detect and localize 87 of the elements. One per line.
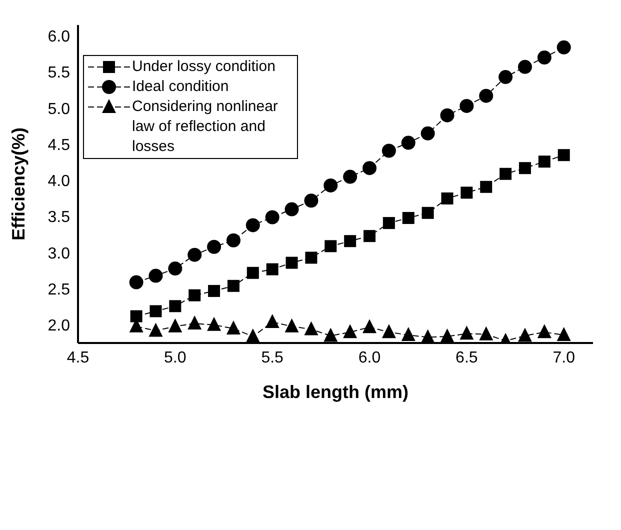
point [148, 322, 163, 337]
legend-label: Considering nonlinear law of reflection and losses [132, 97, 279, 157]
point [362, 161, 377, 176]
x-axis-title: Slab length (mm) [262, 382, 409, 402]
point [537, 50, 552, 65]
point [246, 218, 260, 232]
x-tick-label: 7.0 [552, 349, 576, 366]
point [169, 300, 182, 312]
point [382, 144, 396, 158]
point [304, 194, 318, 208]
point [480, 180, 492, 193]
point [324, 178, 338, 192]
point [401, 136, 416, 150]
point [500, 168, 512, 180]
point [556, 40, 571, 54]
point [265, 210, 280, 224]
y-tick-label: 4.0 [48, 173, 70, 190]
point [382, 324, 396, 338]
point [130, 310, 142, 322]
point [246, 266, 259, 279]
point [558, 149, 570, 162]
x-tick-label: 6.0 [358, 349, 381, 366]
point [188, 248, 202, 262]
x-tick-label: 5.0 [164, 349, 186, 366]
point [148, 268, 163, 283]
point [168, 262, 182, 276]
x-tick-label: 5.5 [261, 349, 284, 366]
point [324, 240, 337, 252]
point [538, 156, 550, 168]
legend-label: Ideal condition [132, 77, 229, 97]
point [440, 328, 454, 342]
y-tick-label: 2.5 [48, 281, 70, 298]
point [479, 88, 494, 103]
point [266, 263, 278, 276]
point [420, 126, 435, 140]
point [208, 284, 220, 297]
point [362, 319, 377, 334]
point [422, 206, 434, 219]
y-tick-label: 6.0 [48, 28, 70, 46]
point [460, 98, 474, 113]
legend-label: Under lossy condition [132, 57, 276, 77]
point [227, 280, 240, 292]
y-tick-label: 2.0 [48, 318, 70, 335]
point [518, 60, 532, 74]
point [364, 230, 376, 242]
point [304, 321, 318, 336]
y-tick-label: 3.0 [48, 245, 70, 262]
y-tick-label: 4.5 [48, 136, 70, 154]
point [207, 316, 222, 331]
point [498, 70, 513, 84]
point [207, 240, 222, 254]
point [518, 328, 532, 342]
point [441, 192, 454, 204]
point [168, 318, 182, 332]
point [420, 329, 435, 343]
point [343, 324, 358, 338]
point [226, 233, 240, 248]
point [460, 326, 474, 340]
point [150, 305, 162, 318]
point [284, 202, 299, 216]
point [188, 289, 201, 302]
x-tick-label: 6.5 [456, 349, 478, 366]
point [305, 252, 318, 264]
point [265, 314, 280, 328]
point [440, 108, 454, 122]
point [284, 318, 299, 332]
point [460, 186, 473, 199]
y-tick-label: 5.0 [48, 100, 70, 118]
y-tick-label: 5.5 [48, 64, 70, 82]
point [343, 170, 358, 184]
point [556, 327, 571, 342]
point [226, 320, 240, 335]
point [188, 315, 202, 330]
point [286, 256, 298, 269]
point [518, 162, 531, 174]
point [344, 235, 356, 248]
point [401, 327, 416, 342]
point [537, 324, 552, 338]
point [479, 326, 494, 340]
y-axis-title: Efficiency(%) [8, 127, 28, 241]
point [382, 217, 395, 230]
point [129, 275, 144, 290]
point [402, 212, 414, 224]
point [246, 328, 260, 342]
point [324, 328, 338, 342]
x-tick-label: 4.5 [66, 349, 90, 366]
y-tick-label: 3.5 [48, 209, 70, 226]
